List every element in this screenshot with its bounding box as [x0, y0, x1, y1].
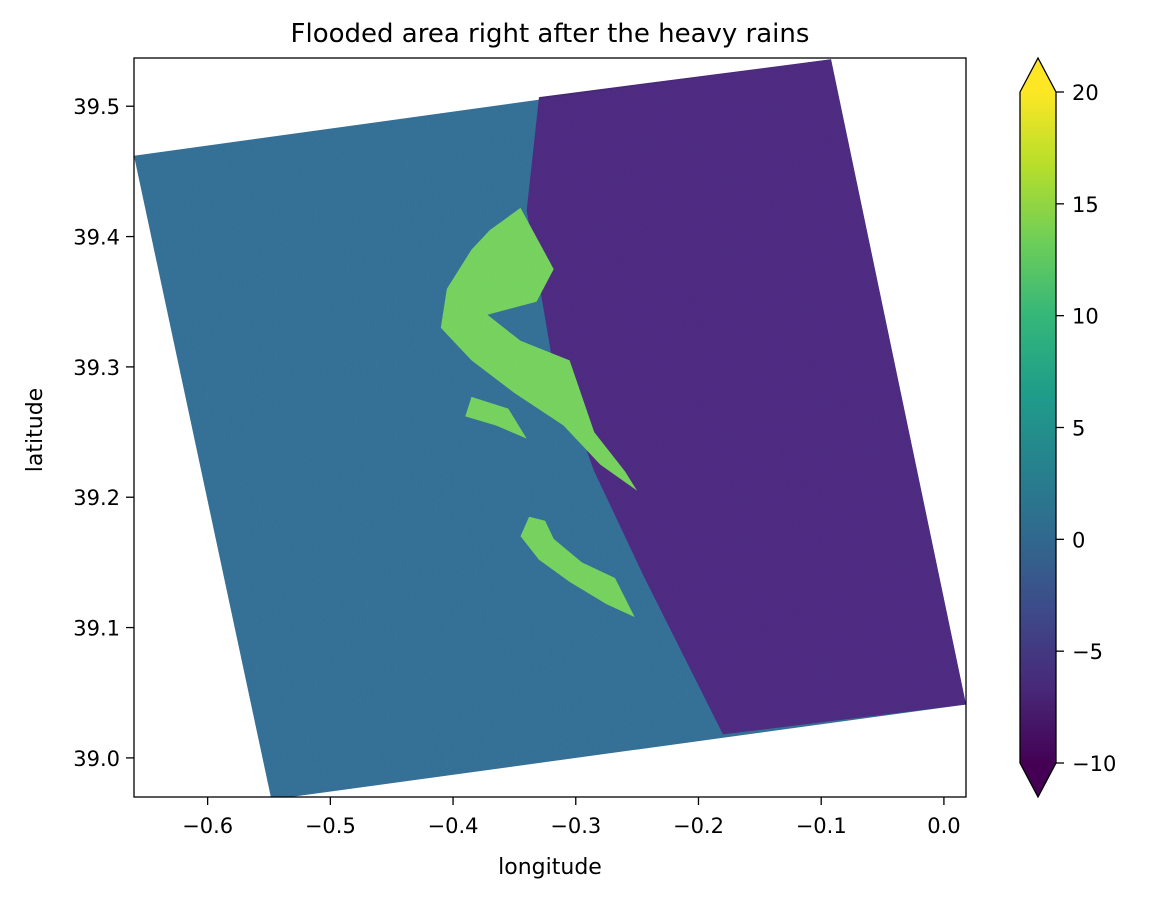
y-tick-label: 39.4 — [73, 226, 120, 250]
y-tick-label: 39.0 — [73, 747, 120, 771]
y-tick-label: 39.5 — [73, 95, 120, 119]
colorbar-tick-label: −10 — [1072, 752, 1116, 776]
y-tick-label: 39.2 — [73, 486, 120, 510]
plot-area — [134, 59, 966, 797]
x-axis-label: longitude — [498, 855, 602, 880]
colorbar: −10 −5 0 5 10 15 20 — [1019, 56, 1116, 799]
y-axis-label: latitude — [23, 388, 48, 472]
colorbar-extend-min — [1020, 763, 1056, 797]
x-tick-label: −0.3 — [550, 814, 601, 838]
colorbar-tick-label: 15 — [1072, 193, 1099, 217]
x-tick-label: −0.6 — [182, 814, 233, 838]
colorbar-extend-max — [1020, 58, 1056, 92]
colorbar-tick-label: 20 — [1072, 81, 1099, 105]
colorbar-tick-label: 5 — [1072, 417, 1085, 441]
plot-frame — [133, 57, 967, 798]
colorbar-tick-label: −5 — [1072, 640, 1103, 664]
chart-title: Flooded area right after the heavy rains — [291, 19, 810, 49]
x-tick-label: −0.1 — [796, 814, 847, 838]
x-tick-label: −0.5 — [305, 814, 356, 838]
colorbar-gradient — [1020, 92, 1056, 763]
speckle-texture — [134, 59, 966, 797]
x-tick-label: −0.4 — [428, 814, 479, 838]
y-tick-label: 39.1 — [73, 617, 120, 641]
colorbar-tick-label: 10 — [1072, 305, 1099, 329]
x-tick-label: −0.2 — [673, 814, 724, 838]
y-axis: 39.0 39.1 39.2 39.3 39.4 39.5 — [73, 95, 134, 771]
colorbar-tick-label: 0 — [1072, 528, 1085, 552]
x-axis: −0.6 −0.5 −0.4 −0.3 −0.2 −0.1 0.0 — [182, 797, 961, 838]
y-tick-label: 39.3 — [73, 356, 120, 380]
x-tick-label: 0.0 — [927, 814, 960, 838]
